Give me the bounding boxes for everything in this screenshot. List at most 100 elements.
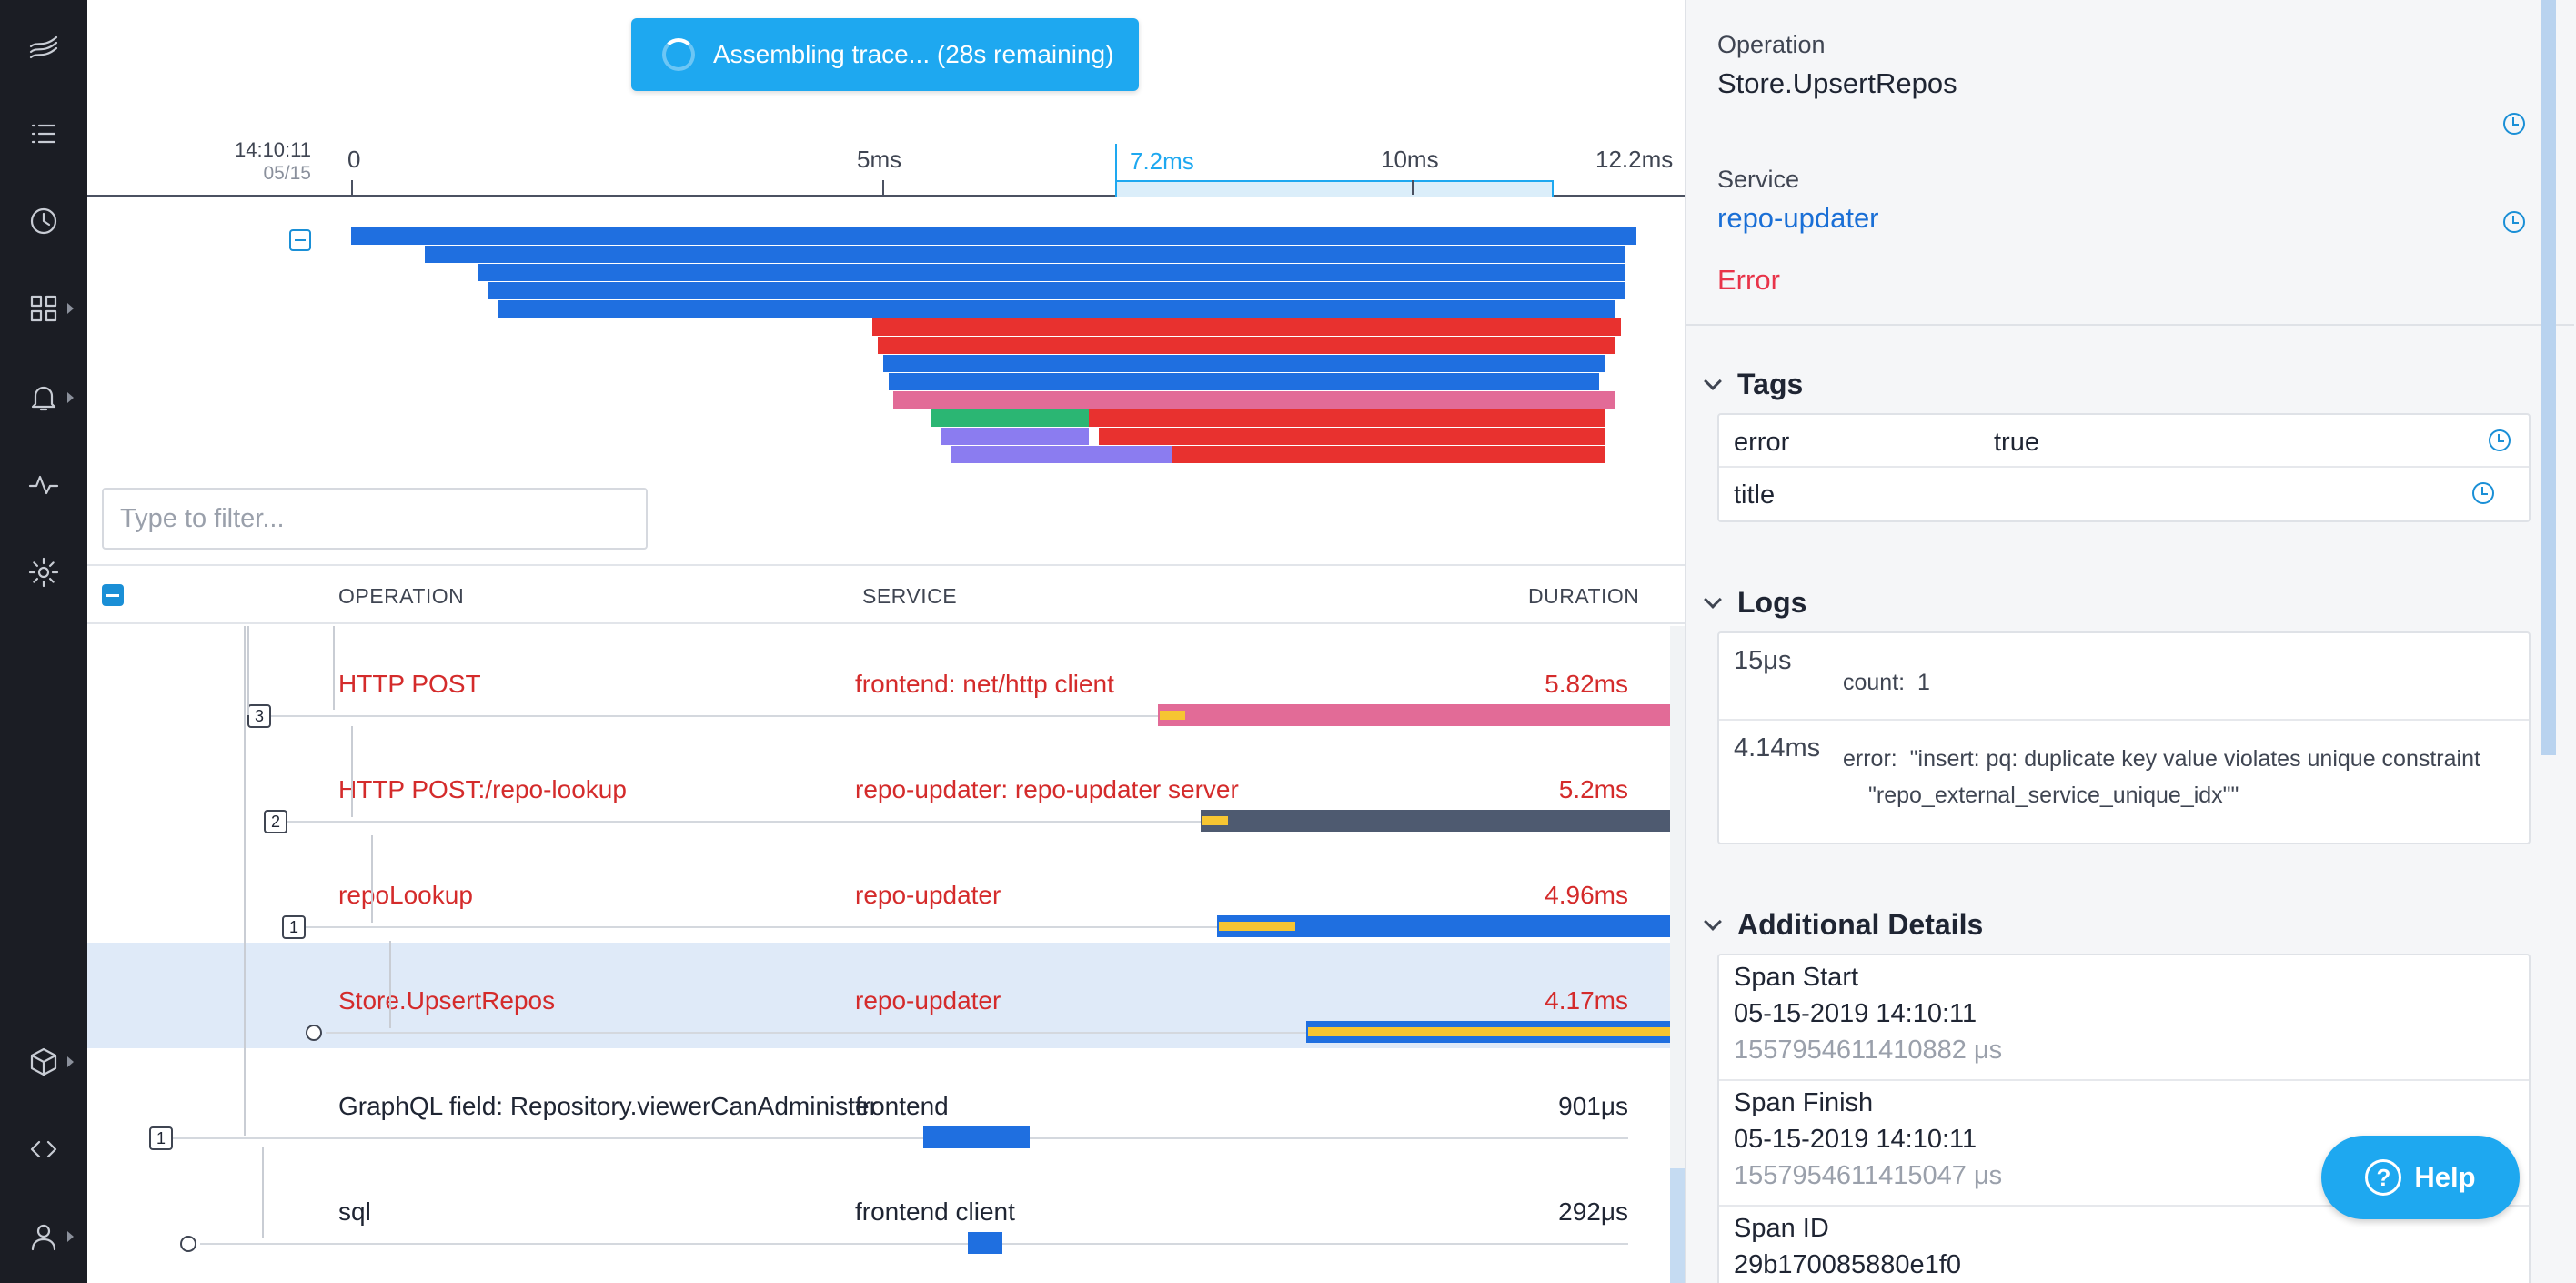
span-row[interactable]: Store.UpsertRepos repo-updater 4.17ms <box>87 943 1670 1048</box>
span-service: frontend <box>855 1092 949 1120</box>
span-row[interactable]: HTTP POST frontend: net/http client 5.82ms… <box>87 626 1670 732</box>
operation-label: Operation <box>1717 31 1826 58</box>
question-icon: ? <box>2365 1159 2402 1196</box>
minimap-span <box>351 227 1636 245</box>
trace-minimap[interactable] <box>87 198 1685 471</box>
tag-key: error <box>1734 428 1790 457</box>
span-bar[interactable] <box>1200 810 1670 832</box>
clock-icon[interactable] <box>2472 482 2494 504</box>
span-duration: 5.82ms <box>1545 670 1628 698</box>
span-service: repo-updater: repo-updater server <box>855 775 1239 803</box>
span-log-marker <box>1308 1027 1670 1036</box>
gear-icon[interactable] <box>0 540 87 604</box>
bell-icon[interactable] <box>0 366 87 429</box>
child-count-toggle[interactable]: 3 <box>247 704 271 728</box>
detail-label: Span Finish <box>1734 1088 1874 1117</box>
minimap-collapse-icon[interactable] <box>289 229 311 251</box>
span-row[interactable]: GraphQL field: Repository.viewerCanAdmin… <box>87 1048 1670 1154</box>
span-baseline <box>200 1243 1628 1245</box>
chevron-down-icon <box>1704 590 1722 609</box>
trace-start-clock: 14:10:11 <box>234 138 311 161</box>
selection-marker[interactable] <box>1115 144 1117 197</box>
dashboard-icon[interactable] <box>0 277 87 340</box>
log-time: 4.14ms <box>1734 733 1821 763</box>
child-count-toggle[interactable]: 1 <box>149 1126 173 1150</box>
cube-icon[interactable] <box>0 1030 87 1094</box>
clock-icon[interactable] <box>0 189 87 253</box>
chevron-down-icon <box>1704 371 1722 390</box>
detail-row: Span ID 29b170085880e1f0 <box>1719 1207 2529 1283</box>
span-duration: 292μs <box>1558 1197 1628 1226</box>
detail-micro: 1557954611410882 μs <box>1734 1035 2003 1065</box>
span-duration: 4.17ms <box>1545 986 1628 1015</box>
code-icon[interactable] <box>0 1117 87 1181</box>
operation-value: Store.UpsertRepos <box>1717 67 1957 99</box>
divider <box>1686 324 2574 326</box>
span-bar[interactable] <box>1306 1021 1670 1043</box>
minimap-span <box>1099 428 1605 445</box>
details-section-toggle[interactable]: Additional Details <box>1701 908 1983 942</box>
minimap-span <box>498 300 1615 318</box>
span-operation: HTTP POST:/repo-lookup <box>338 775 627 803</box>
span-baseline <box>306 926 1628 928</box>
tree-connector <box>244 626 246 1136</box>
log-entry: 4.14ms error: "insert: pq: duplicate key… <box>1719 721 2529 844</box>
span-bar[interactable] <box>1216 915 1670 937</box>
detail-label: Span ID <box>1734 1214 1829 1243</box>
collapse-all-icon[interactable] <box>102 584 124 606</box>
tick-mark <box>1412 180 1414 195</box>
service-value[interactable]: repo-updater <box>1717 202 1879 234</box>
clock-icon[interactable] <box>2503 211 2525 233</box>
log-time: 15μs <box>1734 646 1792 675</box>
leaf-node-icon <box>306 1025 322 1041</box>
detail-label: Span Start <box>1734 963 1859 992</box>
span-table-header: OPERATION SERVICE DURATION <box>87 564 1685 624</box>
clock-icon[interactable] <box>2489 429 2511 451</box>
header-duration[interactable]: DURATION <box>1528 584 1640 608</box>
tree-connector <box>371 835 373 923</box>
header-operation[interactable]: OPERATION <box>338 584 465 608</box>
minimap-span <box>888 373 1600 390</box>
loading-toast: Assembling trace... (28s remaining) <box>631 18 1139 91</box>
tick-label: 12.2ms <box>1595 146 1674 173</box>
help-button[interactable]: ? Help <box>2321 1136 2520 1219</box>
list-icon[interactable] <box>0 102 87 166</box>
child-count-toggle[interactable]: 2 <box>264 810 287 833</box>
span-row[interactable]: HTTP POST:/repo-lookup repo-updater: repo… <box>87 732 1670 837</box>
minimap-span <box>878 337 1615 354</box>
activity-icon[interactable] <box>0 453 87 517</box>
logs-table: 15μs count: 1 4.14ms error: "insert: pq:… <box>1717 631 2531 844</box>
child-count-toggle[interactable]: 1 <box>282 915 306 939</box>
detail-micro: 1557954611415047 μs <box>1734 1161 2003 1190</box>
span-bar[interactable] <box>922 1126 1030 1148</box>
toast-text: Assembling trace... (28s remaining) <box>713 40 1114 68</box>
log-key: error: <box>1843 746 1897 772</box>
span-bar[interactable] <box>1157 704 1670 726</box>
span-list-scrollbar[interactable] <box>1670 626 1685 1283</box>
span-service: frontend client <box>855 1197 1015 1226</box>
span-log-marker <box>1202 816 1228 825</box>
tree-connector <box>247 626 249 715</box>
minimap-span <box>951 446 1173 463</box>
span-list-scroll-thumb[interactable] <box>1670 1168 1685 1283</box>
log-entry: 15μs count: 1 <box>1719 633 2529 721</box>
filter-input[interactable] <box>102 488 648 550</box>
side-nav <box>0 0 87 1283</box>
span-row[interactable]: sql frontend client 292μs <box>87 1154 1670 1259</box>
span-bar[interactable] <box>968 1232 1002 1254</box>
span-log-marker <box>1218 922 1295 931</box>
time-ruler[interactable]: 14:10:11 05/15 7.2ms 0 5ms 10ms 12.2ms <box>87 118 1685 197</box>
tree-connector <box>389 941 391 1028</box>
selection-window[interactable] <box>1115 180 1554 197</box>
user-icon[interactable] <box>0 1205 87 1268</box>
header-service[interactable]: SERVICE <box>862 584 958 608</box>
tags-section-toggle[interactable]: Tags <box>1701 368 1803 401</box>
logo-icon[interactable] <box>0 16 87 80</box>
minimap-span <box>1172 446 1605 463</box>
span-duration: 5.2ms <box>1558 775 1628 803</box>
panel-scroll-thumb[interactable] <box>2541 0 2556 755</box>
clock-icon[interactable] <box>2503 113 2525 135</box>
logs-section-toggle[interactable]: Logs <box>1701 586 1806 620</box>
minimap-span <box>488 282 1626 299</box>
span-row[interactable]: repoLookup repo-updater 4.96ms 1 <box>87 837 1670 943</box>
